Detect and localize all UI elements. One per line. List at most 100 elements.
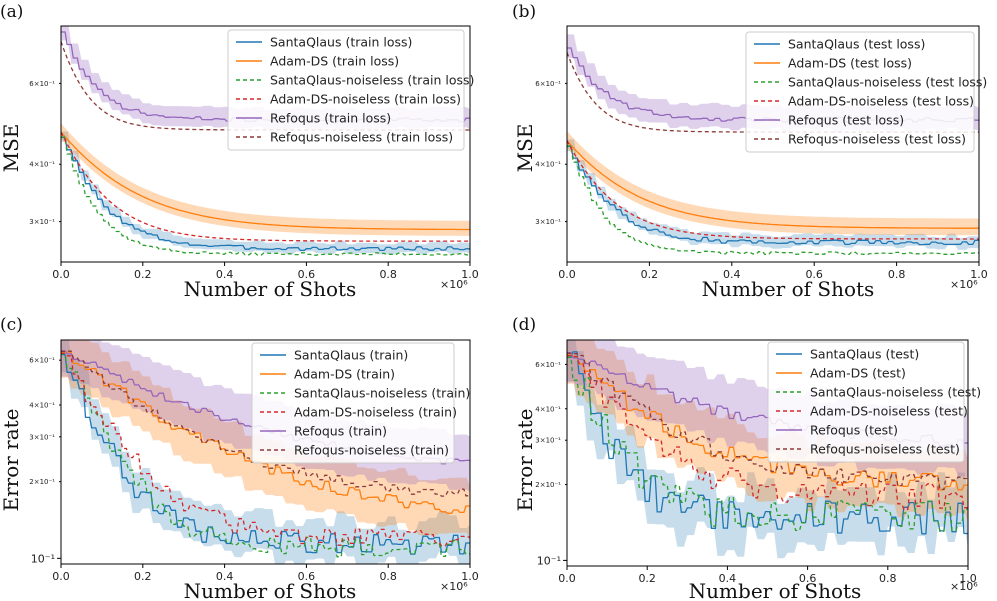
plot-frame [566, 25, 980, 263]
panel-a-plot: 0.0 0.2 0.4 0.6 0.8 1.0 3×10⁻¹ 4×10⁻¹ 6×10⁻¹ Sant… [29, 25, 479, 281]
legend-entry: SantaQlaus (test) [810, 347, 919, 362]
plot-frame [60, 25, 471, 263]
panel-b-plot: 0.0 0.2 0.4 0.6 0.8 1.0 3×10⁻¹ 4×10⁻¹ 6×10⁻¹ Sant… [535, 25, 988, 281]
panel-a-xscale: ×10⁶ [440, 278, 468, 291]
panel-c-xscale: ×10⁶ [440, 580, 468, 593]
y-tick-label: 3×10⁻¹ [29, 218, 55, 226]
x-tick-label: 0.6 [805, 268, 823, 281]
x-tick-label: 1.0 [461, 268, 479, 281]
panel-b-xlabel: Number of Shots [702, 277, 875, 301]
x-tick-label: 0.0 [52, 268, 70, 281]
legend-entry: Refoqus (test) [810, 423, 898, 438]
legend-entry: Refoqus (test loss) [788, 113, 904, 128]
x-tick-label: 0.2 [638, 572, 656, 585]
legend-box [227, 29, 465, 151]
y-tick-label: 4×10⁻¹ [535, 161, 561, 169]
y-tick-label: 6×10⁻¹ [535, 80, 561, 88]
series-line-2 [61, 353, 470, 558]
legend-entry: Refoqus (train) [294, 424, 387, 439]
y-tick-label: 4×10⁻¹ [535, 405, 561, 413]
series-line-2 [567, 145, 979, 256]
legend-entry: Adam-DS-noiseless (train loss) [270, 92, 461, 107]
legend-entry: Refoqus (train loss) [270, 111, 391, 126]
x-tick-label: 0.2 [134, 570, 152, 583]
y-tick-label: 3×10⁻¹ [535, 437, 561, 445]
series-line-3 [61, 352, 470, 547]
x-tick-label: 0.6 [298, 268, 316, 281]
y-tick-label: 6×10⁻¹ [29, 357, 55, 365]
x-tick-label: 0.0 [558, 268, 576, 281]
series-line-3 [567, 354, 968, 510]
legend-entry: Adam-DS-noiseless (train) [294, 405, 457, 420]
x-tick-label: 0.8 [879, 572, 897, 585]
y-tick-label: 3×10⁻¹ [535, 218, 561, 226]
series-line-1 [61, 131, 470, 231]
band-0 [567, 340, 968, 559]
y-tick-label: 6×10⁻¹ [29, 80, 55, 88]
panel-a-xlabel: Number of Shots [184, 277, 357, 301]
x-tick-label: 0.6 [298, 570, 316, 583]
legend: SantaQlaus (train loss) Adam-DS (train lo… [227, 29, 474, 151]
x-tick-label: 0.2 [134, 268, 152, 281]
x-tick-label: 0.8 [888, 268, 906, 281]
panel-b-ylabel: MSE [513, 124, 537, 173]
y-tick-label: 4×10⁻¹ [29, 161, 55, 169]
x-tick-label: 1.0 [970, 268, 988, 281]
legend-entry: SantaQlaus-noiseless (train loss) [270, 73, 474, 88]
panel-b: (b) 0.0 0.2 0.4 0.6 0.8 1.0 3×10⁻¹ 4×10⁻¹ 6×10⁻¹… [512, 2, 988, 301]
x-tick-label: 0.2 [641, 268, 659, 281]
panel-c-plot: 0.0 0.2 0.4 0.6 0.8 1.0 10⁻¹ 2×10⁻¹ 3×10⁻¹ 4×10⁻¹… [29, 339, 479, 583]
legend-entry: Refoqus-noiseless (train) [294, 443, 449, 458]
panel-c: (c) 0.0 0.2 0.4 0.6 0.8 1.0 10⁻¹ 2×10⁻¹ 3×10⁻¹ 4×… [0, 315, 479, 601]
legend: SantaQlaus (train) Adam-DS (train) SantaQl… [251, 342, 470, 464]
legend-entry: SantaQlaus-noiseless (test) [810, 385, 981, 400]
legend-entry: Refoqus-noiseless (train loss) [270, 130, 453, 145]
panel-c-ylabel: Error rate [0, 408, 23, 511]
legend-entry: Adam-DS-noiseless (test) [810, 404, 968, 419]
legend-entry: SantaQlaus (train loss) [270, 35, 412, 50]
legend: SantaQlaus (test) Adam-DS (test) SantaQlau… [767, 341, 981, 463]
series-line-0 [61, 353, 470, 555]
x-tick-label: 0.6 [799, 572, 817, 585]
panel-d-plot: 0.0 0.2 0.4 0.6 0.8 1.0 10⁻¹ 2×10⁻¹ 3×10⁻¹ 4×10⁻¹… [535, 339, 981, 585]
x-tick-label: 0.0 [52, 570, 70, 583]
series-line-3 [567, 140, 979, 240]
x-tick-label: 0.0 [558, 572, 576, 585]
x-tick-label: 0.4 [216, 268, 234, 281]
x-tick-label: 1.0 [959, 572, 977, 585]
x-tick-label: 0.4 [719, 572, 737, 585]
y-tick-label: 6×10⁻¹ [535, 361, 561, 369]
plot-frame [566, 339, 969, 567]
y-tick-label: 2×10⁻¹ [29, 478, 55, 486]
x-tick-label: 0.8 [379, 570, 397, 583]
legend-entry: Adam-DS (test loss) [788, 56, 912, 71]
series-line-3 [61, 131, 470, 242]
x-tick-label: 0.4 [723, 268, 741, 281]
legend-entry: Adam-DS-noiseless (test loss) [788, 94, 974, 109]
series-line-5 [567, 352, 968, 491]
panel-c-xlabel: Number of Shots [184, 579, 357, 601]
legend-entry: Adam-DS (train loss) [270, 54, 399, 69]
panel-d-ylabel: Error rate [513, 408, 537, 511]
legend-box [745, 31, 975, 153]
legend-entry: Refoqus-noiseless (test) [810, 442, 960, 457]
panel-a: (a) 0.0 0.2 0.4 0.6 0.8 1.0 3×10⁻¹ 4×10⁻¹ 6×10⁻¹… [0, 2, 479, 301]
series-line-0 [61, 136, 470, 252]
y-tick-label: 10⁻¹ [537, 554, 561, 567]
panel-d-xlabel: Number of Shots [689, 579, 862, 601]
series-line-2 [61, 136, 470, 256]
panel-b-xscale: ×10⁶ [950, 278, 978, 291]
y-tick-label: 4×10⁻¹ [29, 402, 55, 410]
band-0 [61, 340, 470, 564]
panel-d: (d) 0.0 0.2 0.4 0.6 0.8 1.0 10⁻¹ 2×10⁻¹ 3×10⁻¹ 4×… [512, 315, 981, 601]
legend-entry: Adam-DS (test) [810, 366, 906, 381]
series-line-0 [567, 351, 968, 535]
legend-entry: SantaQlaus-noiseless (test loss) [788, 75, 987, 90]
x-tick-label: 0.8 [379, 268, 397, 281]
x-tick-label: 1.0 [461, 570, 479, 583]
panel-b-label: (b) [512, 2, 536, 22]
panel-a-ylabel: MSE [0, 124, 23, 173]
legend-entry: Refoqus-noiseless (test loss) [788, 132, 966, 147]
legend-box [767, 341, 965, 463]
